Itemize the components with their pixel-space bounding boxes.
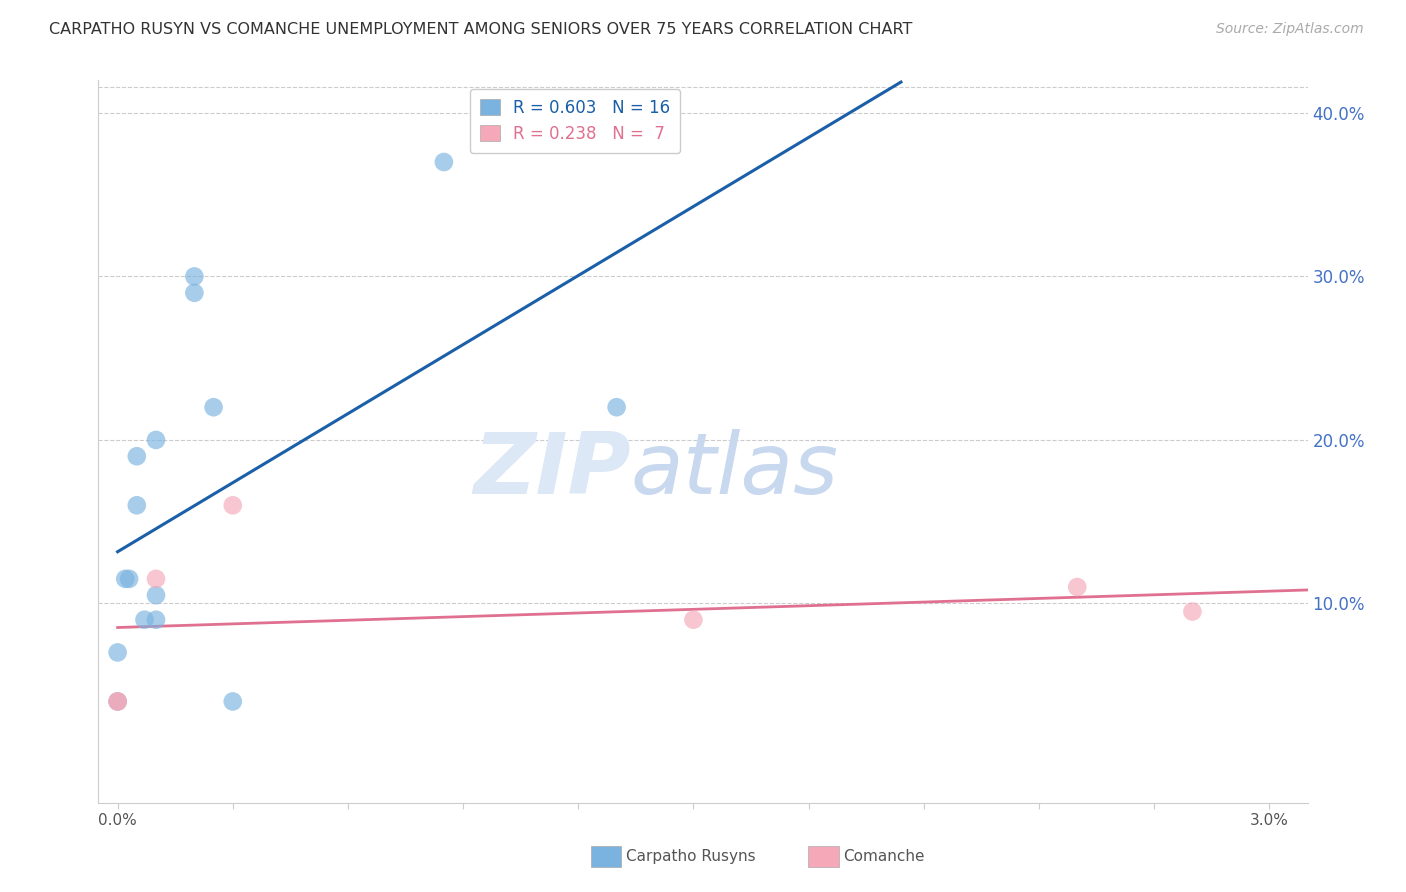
Point xyxy=(145,588,167,602)
Point xyxy=(107,694,129,708)
Point xyxy=(606,401,628,415)
Point xyxy=(107,694,129,708)
Point xyxy=(145,572,167,586)
Legend: R = 0.603   N = 16, R = 0.238   N =  7: R = 0.603 N = 16, R = 0.238 N = 7 xyxy=(470,88,681,153)
Point xyxy=(1066,580,1088,594)
Text: CARPATHO RUSYN VS COMANCHE UNEMPLOYMENT AMONG SENIORS OVER 75 YEARS CORRELATION : CARPATHO RUSYN VS COMANCHE UNEMPLOYMENT … xyxy=(49,22,912,37)
Point xyxy=(118,572,141,586)
Text: Carpatho Rusyns: Carpatho Rusyns xyxy=(626,849,755,863)
Text: Source: ZipAtlas.com: Source: ZipAtlas.com xyxy=(1216,22,1364,37)
Point xyxy=(183,269,205,284)
Text: Comanche: Comanche xyxy=(844,849,925,863)
Point xyxy=(107,694,129,708)
Point xyxy=(107,645,129,659)
Point xyxy=(682,613,704,627)
Point xyxy=(202,401,225,415)
Point xyxy=(114,572,136,586)
Point xyxy=(183,285,205,300)
Point xyxy=(134,613,156,627)
Text: ZIP: ZIP xyxy=(472,429,630,512)
Point xyxy=(125,449,148,463)
Point xyxy=(145,613,167,627)
Point xyxy=(145,433,167,447)
Point xyxy=(222,694,245,708)
Text: atlas: atlas xyxy=(630,429,838,512)
Point xyxy=(222,498,245,512)
Point xyxy=(1181,605,1204,619)
Point xyxy=(433,155,456,169)
Point xyxy=(125,498,148,512)
